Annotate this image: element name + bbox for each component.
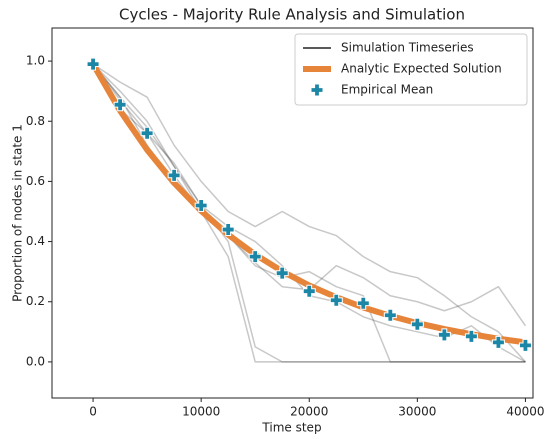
series-line — [92, 63, 526, 363]
series-line — [92, 63, 526, 363]
marker — [329, 293, 343, 307]
marker — [410, 317, 424, 331]
marker — [491, 335, 505, 349]
marker — [113, 98, 127, 112]
series-line — [92, 63, 526, 363]
marker — [275, 266, 289, 280]
y-tick-label: 0.4 — [26, 234, 45, 248]
legend-label: Empirical Mean — [341, 83, 433, 97]
marker — [194, 198, 208, 212]
marker — [248, 250, 262, 264]
marker — [310, 83, 324, 97]
y-tick-label: 0.0 — [26, 354, 45, 368]
x-tick-label: 30000 — [398, 405, 436, 419]
x-tick-label: 0 — [89, 405, 97, 419]
y-tick-label: 0.2 — [26, 294, 45, 308]
y-tick-label: 1.0 — [26, 54, 45, 68]
marker — [518, 338, 532, 352]
marker — [140, 126, 154, 140]
y-tick-label: 0.8 — [26, 114, 45, 128]
marker — [437, 328, 451, 342]
x-tick-label: 40000 — [506, 405, 544, 419]
series-line — [92, 63, 526, 363]
marker — [356, 296, 370, 310]
x-tick-label: 10000 — [182, 405, 220, 419]
marker — [383, 308, 397, 322]
legend-label: Simulation Timeseries — [341, 41, 474, 55]
series-line — [92, 63, 526, 363]
x-axis-label: Time step — [261, 421, 321, 435]
marker — [86, 57, 100, 71]
marker — [221, 223, 235, 237]
marker — [167, 168, 181, 182]
plot-frame — [51, 27, 534, 399]
marker — [464, 329, 478, 343]
series-line — [90, 62, 526, 346]
y-axis-label: Proportion of nodes in state 1 — [11, 124, 25, 302]
y-tick-label: 0.6 — [26, 174, 45, 188]
marker — [302, 284, 316, 298]
legend-label: Analytic Expected Solution — [341, 62, 502, 76]
x-tick-label: 20000 — [290, 405, 328, 419]
chart-title: Cycles - Majority Rule Analysis and Simu… — [119, 6, 465, 24]
legend-box — [294, 33, 528, 106]
